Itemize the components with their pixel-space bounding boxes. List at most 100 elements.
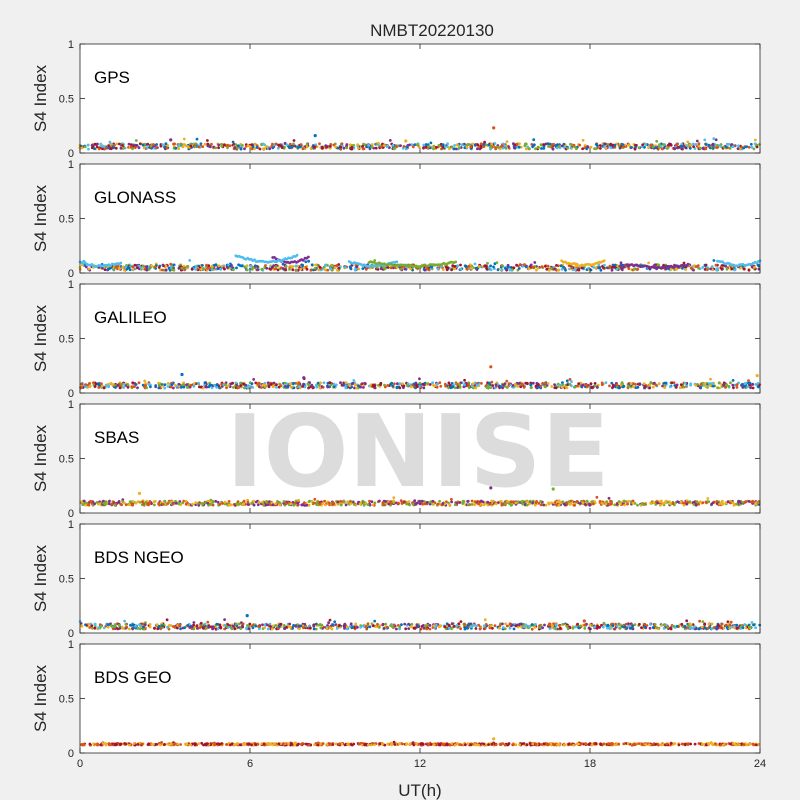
data-point — [131, 500, 135, 503]
data-point — [458, 386, 462, 389]
data-point — [134, 139, 138, 142]
data-point — [546, 382, 550, 385]
data-point — [729, 381, 732, 385]
data-point — [133, 382, 137, 385]
data-point — [494, 383, 498, 387]
data-point — [742, 146, 746, 150]
data-point — [503, 144, 507, 148]
data-point — [458, 501, 462, 504]
data-point — [730, 267, 734, 271]
data-point — [371, 624, 375, 628]
data-point — [195, 624, 199, 628]
data-point — [686, 140, 690, 144]
data-point — [318, 142, 321, 146]
data-point — [86, 143, 90, 147]
data-point — [128, 500, 132, 503]
data-point — [292, 142, 295, 146]
plot-area — [80, 44, 760, 153]
data-point — [301, 503, 305, 507]
data-point — [325, 627, 329, 631]
data-point — [207, 264, 211, 268]
data-point — [728, 147, 732, 150]
y-tick-label: 0.5 — [59, 214, 74, 226]
data-point — [428, 624, 432, 627]
data-point — [108, 140, 112, 144]
data-point — [706, 626, 710, 630]
data-point — [455, 624, 459, 627]
data-point — [266, 623, 269, 627]
data-point — [611, 385, 615, 389]
data-point — [548, 145, 552, 148]
data-point — [103, 268, 107, 271]
data-point — [343, 266, 347, 269]
data-point — [267, 385, 271, 389]
data-point — [654, 146, 658, 150]
data-point — [411, 145, 415, 149]
data-point — [255, 146, 259, 149]
data-point — [332, 382, 336, 386]
data-point — [725, 626, 729, 629]
data-point — [708, 384, 712, 387]
data-point — [279, 144, 283, 148]
data-point — [206, 139, 209, 142]
data-point — [463, 383, 466, 387]
data-point — [441, 268, 445, 271]
data-point — [527, 147, 531, 151]
data-point — [520, 382, 524, 386]
data-point — [362, 624, 365, 628]
data-point — [627, 267, 631, 270]
data-point — [747, 625, 751, 629]
data-point — [315, 622, 318, 626]
y-tick-label: 1 — [68, 39, 74, 51]
data-point — [245, 268, 249, 272]
data-point — [144, 265, 148, 269]
data-point — [413, 143, 417, 147]
data-point — [335, 264, 339, 267]
data-point — [176, 626, 179, 630]
y-tick-label: 1 — [68, 399, 74, 411]
data-point — [582, 619, 586, 623]
data-point — [606, 626, 609, 630]
data-point — [400, 265, 404, 269]
data-point — [489, 365, 493, 369]
data-point — [335, 268, 339, 272]
data-point — [186, 265, 190, 268]
data-point — [349, 267, 353, 271]
data-point — [605, 500, 609, 503]
data-point — [662, 143, 666, 146]
data-point — [498, 626, 501, 630]
data-point — [725, 383, 728, 387]
data-point — [279, 266, 283, 270]
data-point — [557, 144, 561, 148]
data-point — [87, 147, 90, 151]
data-point — [756, 382, 760, 385]
data-point — [614, 622, 617, 626]
data-point — [208, 145, 212, 149]
data-point — [291, 268, 295, 272]
data-point — [223, 143, 226, 147]
data-point — [548, 142, 552, 146]
data-point — [226, 146, 229, 150]
data-point — [680, 147, 683, 151]
data-point — [331, 501, 335, 505]
data-point — [741, 500, 745, 504]
data-point — [199, 625, 203, 629]
data-point — [109, 624, 113, 628]
y-axis-label: S4 Index — [31, 184, 50, 252]
data-point — [492, 265, 495, 269]
data-point — [618, 146, 622, 150]
data-point — [239, 627, 243, 630]
data-point — [172, 268, 176, 272]
data-point — [241, 624, 244, 628]
data-point — [679, 383, 683, 386]
data-point — [366, 622, 370, 626]
data-point — [194, 142, 198, 146]
data-point — [466, 500, 469, 503]
data-point — [250, 268, 254, 271]
data-point — [214, 499, 218, 503]
data-point — [309, 626, 312, 630]
data-point — [271, 142, 274, 146]
data-point — [500, 502, 504, 506]
data-point — [687, 624, 690, 628]
